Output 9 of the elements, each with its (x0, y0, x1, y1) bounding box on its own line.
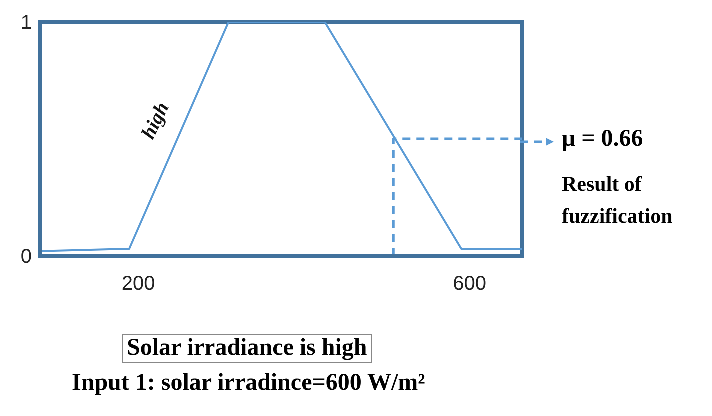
text: μ = 0.66 (562, 126, 644, 153)
text: Input 1: solar irradince=600 W/m² (72, 370, 426, 397)
x-tick-label: 600 (453, 273, 487, 296)
text: high (138, 99, 174, 143)
y-tick-label: 1 (20, 12, 32, 34)
x-axis-title: Solar irradiance is high (122, 334, 372, 363)
y-tick-label: 0 (20, 246, 32, 268)
text: Result of fuzzification (562, 171, 674, 230)
x-tick-label: 200 (122, 273, 156, 296)
